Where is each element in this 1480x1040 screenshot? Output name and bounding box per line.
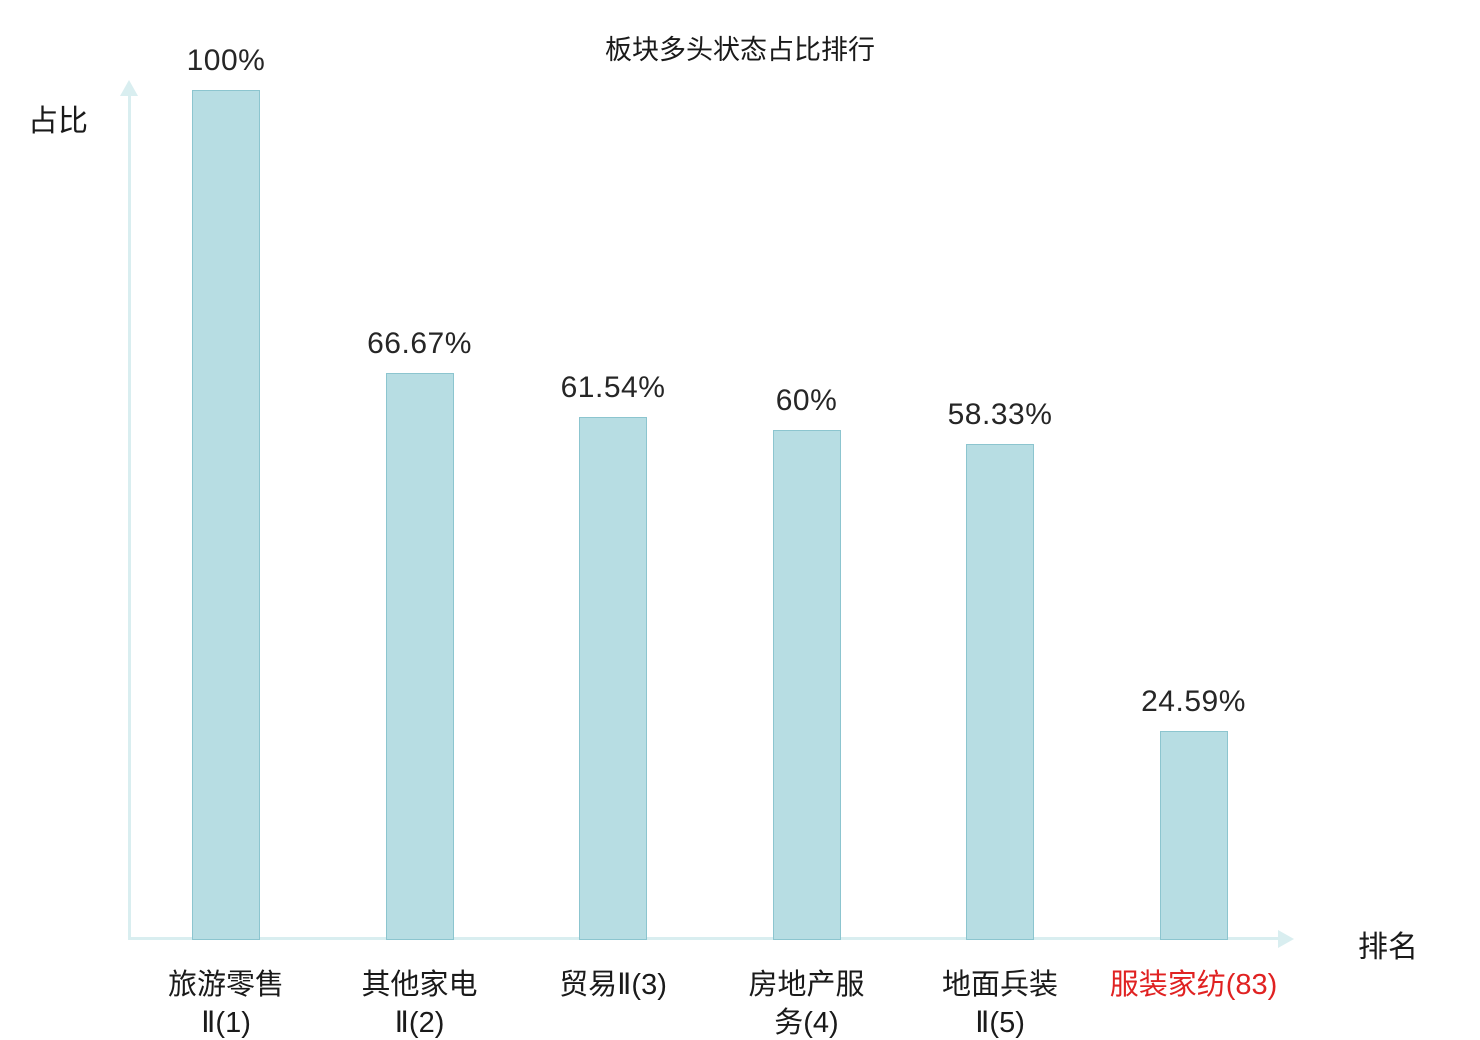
category-label-line: 服装家纺(83) <box>1109 969 1278 1001</box>
category-label-line: Ⅱ(2) <box>394 1007 445 1039</box>
category-label: 房地产服务(4) <box>687 966 927 1040</box>
bar-value-label: 100% <box>186 44 266 77</box>
category-label: 贸易Ⅱ(3) <box>493 966 733 1004</box>
category-label-line: 贸易Ⅱ(3) <box>559 969 667 1001</box>
chart-title: 板块多头状态占比排行 <box>605 35 875 65</box>
x-axis-line <box>128 937 1280 940</box>
bar <box>192 90 260 940</box>
category-label-line: 旅游零售 <box>167 969 284 1001</box>
y-axis-label: 占比 <box>28 105 88 138</box>
category-label-line: 地面兵装 <box>941 969 1058 1001</box>
x-axis-arrow-icon <box>1278 930 1294 948</box>
bar-value-label: 61.54% <box>560 371 666 404</box>
bar <box>966 444 1034 940</box>
category-label-line: 务(4) <box>774 1007 839 1039</box>
category-label-line: Ⅱ(1) <box>201 1007 251 1039</box>
bar-value-label: 66.67% <box>367 327 472 360</box>
bar-value-label: 60% <box>775 384 838 417</box>
bar <box>385 373 454 940</box>
bar-value-label: 58.33% <box>947 398 1053 431</box>
bar <box>1159 731 1228 940</box>
category-label: 服装家纺(83) <box>1074 966 1314 1004</box>
category-label-line: Ⅱ(5) <box>975 1007 1025 1039</box>
category-label: 旅游零售 Ⅱ(1) <box>106 966 346 1040</box>
category-label-line: 其他家电 <box>361 969 478 1001</box>
y-axis-line <box>128 95 131 940</box>
x-axis-label: 排名 <box>1358 931 1418 964</box>
bar <box>579 417 647 940</box>
bar-value-label: 24.59% <box>1141 685 1246 718</box>
y-axis-arrow-icon <box>120 80 138 96</box>
bar <box>772 430 841 940</box>
category-label: 其他家电 Ⅱ(2) <box>300 966 540 1040</box>
category-label: 地面兵装 Ⅱ(5) <box>880 966 1120 1040</box>
category-label-line: 房地产服 <box>748 969 865 1001</box>
